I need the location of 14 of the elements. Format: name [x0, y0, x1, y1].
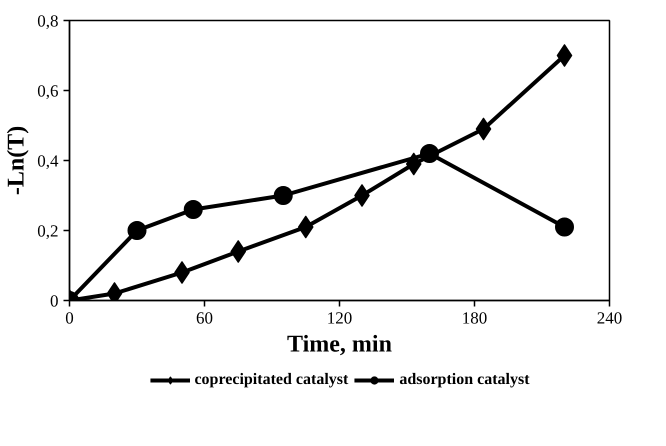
- x-axis-title: Time, min: [287, 332, 392, 358]
- x-tick-label: 0: [65, 308, 74, 328]
- x-tick-label: 60: [196, 308, 213, 328]
- y-tick-label: 0,8: [37, 12, 58, 30]
- x-tick-label: 240: [596, 308, 622, 328]
- legend-label: adsorption catalyst: [399, 371, 530, 389]
- y-tick-label: 0,6: [37, 82, 58, 100]
- y-tick-label: 0,4: [37, 152, 59, 170]
- legend-label: coprecipitated catalyst: [194, 371, 348, 389]
- y-tick-label: 0,2: [37, 222, 58, 240]
- y-axis-title: -Ln(T): [3, 126, 30, 196]
- x-tick-label: 180: [462, 308, 488, 328]
- y-tick-label: 0: [50, 292, 58, 310]
- x-tick-label: 120: [326, 308, 352, 328]
